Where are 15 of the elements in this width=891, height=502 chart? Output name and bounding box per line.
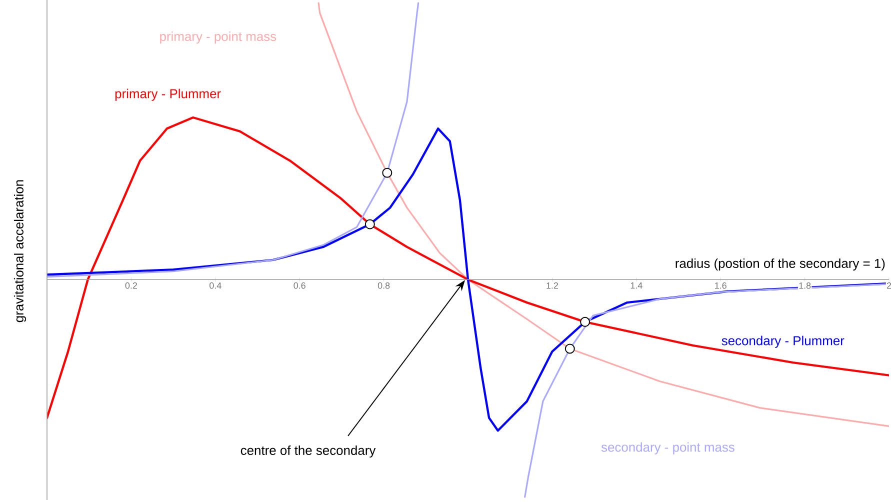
x-axis-title: radius (postion of the secondary = 1): [676, 258, 885, 271]
x-tick-label: 1.6: [715, 282, 726, 289]
x-tick-label: 0.6: [294, 282, 306, 289]
x-tick-label: 0.4: [210, 282, 222, 289]
x-tick-label: 0.8: [378, 282, 390, 289]
text: secondary - point mass: [601, 442, 734, 454]
x-tick-label: 1.4: [630, 282, 642, 289]
x-tick-label: 1.8: [799, 282, 811, 289]
text: secondary - Plummer: [722, 336, 844, 348]
text: primary - point mass: [160, 32, 276, 44]
x-tick-label: 1.2: [546, 282, 558, 289]
series-label: primary - Plummer: [115, 88, 221, 101]
x-tick-label: 0.2: [125, 282, 137, 289]
y-axis-title: gravitational accelaration: [14, 180, 26, 322]
annotation: centre of the secondary: [240, 445, 376, 458]
